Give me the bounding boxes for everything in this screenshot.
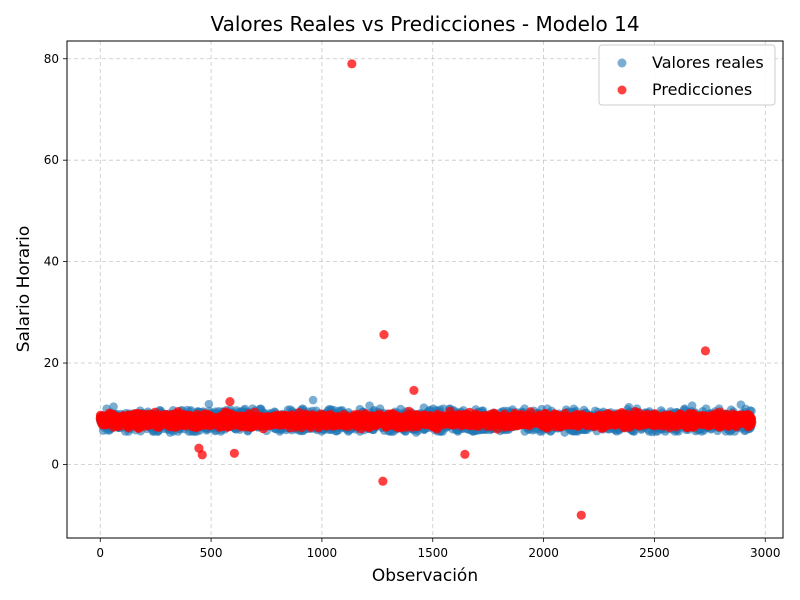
point-valores-reales (687, 401, 697, 410)
point-valores-reales (365, 401, 374, 410)
point-valores-reales (419, 403, 429, 412)
point-valores-reales (624, 402, 634, 412)
grid-layer (67, 41, 783, 538)
series-predicciones (95, 59, 757, 520)
point-valores-reales (204, 399, 214, 409)
point-valores-reales (308, 395, 318, 405)
point-valores-reales (109, 402, 118, 411)
point-valores-reales (736, 400, 746, 409)
